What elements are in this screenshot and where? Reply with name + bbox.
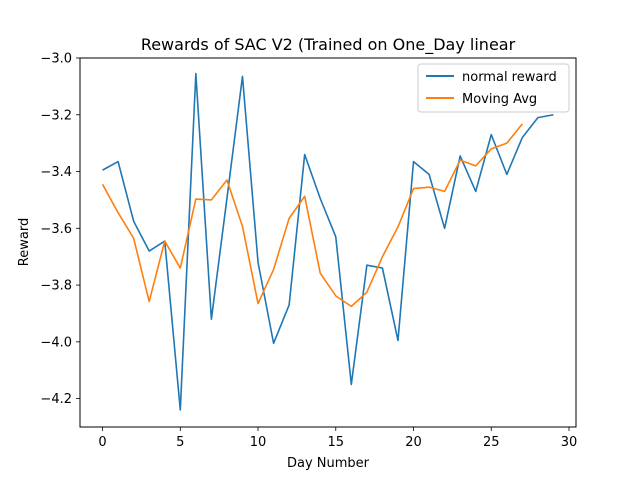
chart-title: Rewards of SAC V2 (Trained on One_Day li… [141, 35, 516, 55]
x-tick-label: 15 [328, 435, 345, 450]
series-line-normal-reward [102, 72, 554, 411]
x-tick-label: 30 [561, 435, 578, 450]
x-tick-label: 5 [176, 435, 184, 450]
plot-frame [79, 57, 577, 428]
x-tick-label: 25 [483, 435, 500, 450]
y-axis-label: Reward [17, 218, 32, 266]
x-tick-label: 0 [98, 435, 106, 450]
x-tick-label: 20 [405, 435, 422, 450]
y-tick-label: −3.6 [40, 222, 72, 237]
legend-label-normal-reward: normal reward [462, 70, 557, 85]
series-lines [101, 72, 554, 411]
series-line-moving-avg [101, 123, 523, 308]
y-tick-label: −4.2 [40, 392, 72, 407]
legend: normal reward Moving Avg [417, 63, 570, 113]
y-tick-label: −3.0 [40, 52, 72, 67]
legend-box [417, 63, 570, 113]
x-axis-ticks: 0 5 10 15 20 25 30 [98, 427, 577, 450]
y-tick-label: −4.0 [40, 335, 72, 350]
y-axis-ticks: −4.2 −4.0 −3.8 −3.6 −3.4 −3.2 −3.0 [40, 52, 80, 407]
legend-label-moving-avg: Moving Avg [462, 92, 537, 107]
y-tick-label: −3.8 [40, 279, 72, 294]
x-axis-label: Day Number [287, 456, 370, 471]
y-tick-label: −3.4 [40, 165, 72, 180]
x-tick-label: 10 [250, 435, 267, 450]
y-tick-label: −3.2 [40, 108, 72, 123]
